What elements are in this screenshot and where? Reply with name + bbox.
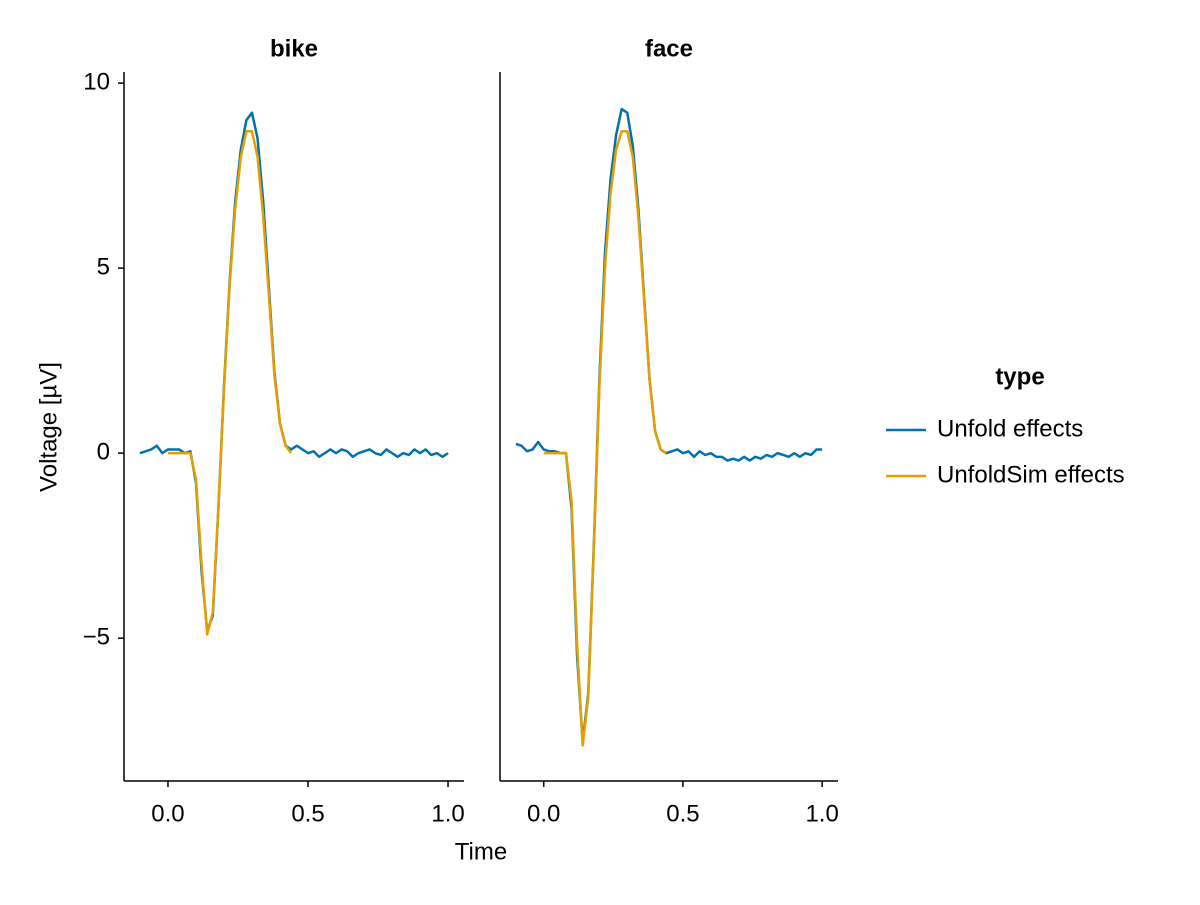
data-line bbox=[543, 129, 667, 747]
y-axis-label: Voltage [µV] bbox=[35, 362, 62, 492]
x-tick-label: 1.0 bbox=[805, 800, 838, 827]
x-tick-label: 1.0 bbox=[431, 800, 464, 827]
y-tick-label: −5 bbox=[83, 624, 110, 651]
x-tick-label: 0.0 bbox=[527, 800, 560, 827]
data-line bbox=[515, 107, 823, 744]
panel-title: face bbox=[645, 35, 693, 62]
data-line bbox=[167, 129, 293, 636]
legend-title: type bbox=[995, 363, 1044, 390]
y-tick-label: 0 bbox=[97, 438, 110, 465]
x-tick-label: 0.5 bbox=[666, 800, 699, 827]
x-axis-label: Time bbox=[455, 838, 507, 865]
y-tick-label: 5 bbox=[97, 253, 110, 280]
y-tick-label: 10 bbox=[83, 68, 110, 95]
legend-label: Unfold effects bbox=[937, 415, 1083, 442]
legend-label: UnfoldSim effects bbox=[937, 461, 1125, 488]
panel-title: bike bbox=[270, 35, 318, 62]
data-line bbox=[139, 111, 449, 633]
x-tick-label: 0.5 bbox=[291, 800, 324, 827]
x-tick-label: 0.0 bbox=[151, 800, 184, 827]
